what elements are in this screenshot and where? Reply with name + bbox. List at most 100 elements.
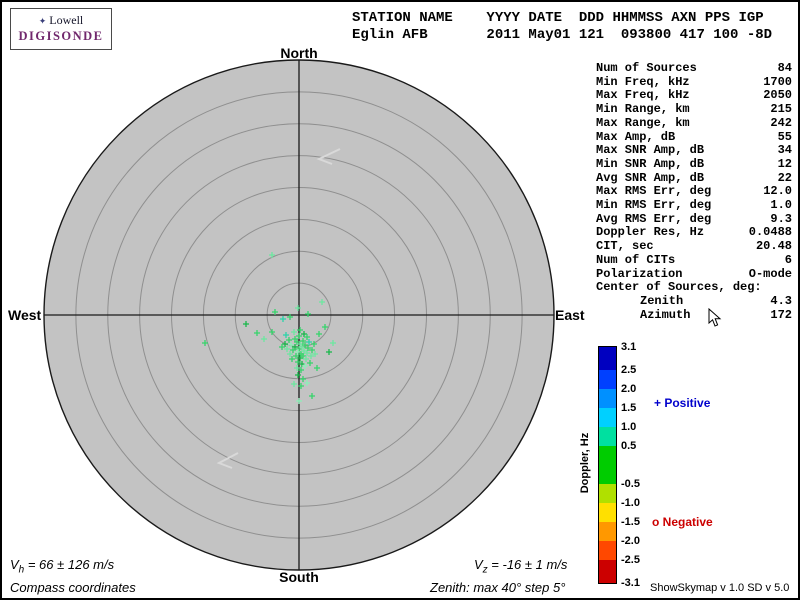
stat-label: Zenith	[640, 293, 684, 308]
stat-label: Max RMS Err, deg	[596, 184, 712, 199]
stat-value: 2050	[763, 88, 792, 103]
stat-label: Min Range, km	[596, 102, 690, 117]
colorbar-segment	[599, 426, 616, 446]
source-point	[300, 353, 306, 359]
stat-value: 84	[777, 61, 792, 75]
source-point	[287, 351, 293, 357]
stat-label: Max Freq, kHz	[596, 88, 690, 103]
colorbar-tick: -2.0	[621, 535, 640, 548]
stat-value: 1700	[763, 74, 792, 89]
colorbar-gradient	[598, 346, 617, 584]
stat-label: Max Range, km	[596, 115, 690, 130]
logo-lowell: ✦ Lowell	[11, 13, 111, 28]
stat-value: 0.0488	[748, 225, 792, 240]
faint-arrow	[316, 148, 341, 165]
source-point	[284, 346, 290, 352]
legend-negative: o Negative	[652, 515, 713, 529]
stat-label: Avg SNR Amp, dB	[596, 170, 705, 185]
source-point	[296, 398, 302, 404]
stat-value: 9.3	[770, 211, 792, 226]
colorbar-tick: -2.5	[621, 554, 640, 567]
stat-label: Num of CITs	[596, 252, 676, 267]
source-points	[202, 252, 336, 404]
source-point	[304, 350, 310, 356]
colorbar-tick: -3.1	[621, 577, 640, 589]
label-east: East	[555, 307, 585, 323]
colorbar-segment	[599, 484, 616, 504]
colorbar-segment	[599, 407, 616, 427]
vh-value: = 66 ± 126 m/s	[24, 557, 115, 572]
colorbar-segment	[599, 369, 616, 389]
stat-row: Max Freq, kHz 2050	[596, 89, 792, 103]
stat-label: Polarization	[596, 266, 683, 281]
logo-lowell-text: Lowell	[49, 13, 84, 27]
source-point	[282, 341, 288, 347]
doppler-axis-label: Doppler, Hz	[579, 432, 591, 494]
source-point	[301, 331, 307, 337]
source-point	[254, 330, 260, 336]
source-point	[319, 299, 325, 305]
stat-row: Min Freq, kHz 1700	[596, 74, 792, 90]
stat-row: CIT, sec 20.48	[596, 239, 792, 254]
colorbar-segment	[599, 445, 616, 485]
source-point	[290, 347, 296, 353]
stat-row: Num of Sources 84	[596, 61, 792, 76]
stat-row: Min SNR Amp, dB 12	[596, 157, 792, 172]
source-point	[308, 353, 314, 359]
zenith-scale-note: Zenith: max 40° step 5°	[430, 580, 566, 595]
source-point	[309, 347, 315, 353]
stat-row: Zenith 4.3	[596, 293, 792, 309]
stat-label: Center of Sources, deg:	[596, 280, 762, 295]
source-point	[300, 376, 306, 382]
stat-label: Max SNR Amp, dB	[596, 143, 705, 158]
colorbar-tick: 0.5	[621, 439, 637, 452]
source-point	[314, 365, 320, 371]
source-point	[309, 393, 315, 399]
source-point	[300, 338, 306, 344]
stat-value: O-mode	[748, 266, 792, 281]
source-point	[293, 353, 299, 359]
stat-value: 55	[777, 129, 792, 144]
source-point	[302, 363, 308, 369]
stat-row: Avg SNR Amp, dB 22	[596, 170, 792, 186]
source-point	[298, 367, 304, 373]
source-point	[304, 380, 310, 386]
version-label: ShowSkymap v 1.0 SD v 5.0	[650, 582, 790, 594]
horizontal-velocity-readout: Vh = 66 ± 126 m/s	[10, 557, 114, 576]
stat-row: Min Range, km 215	[596, 102, 792, 117]
colorbar-tick: 3.1	[621, 341, 637, 353]
source-point	[298, 383, 304, 389]
source-point	[311, 341, 317, 347]
source-point	[295, 359, 301, 365]
source-point	[326, 349, 332, 355]
logo-digisonde: DIGISONDE	[18, 29, 104, 43]
stat-row: Center of Sources, deg:	[596, 281, 792, 295]
stat-value: 4.3	[770, 293, 792, 308]
source-point	[330, 340, 336, 346]
stat-label: Min RMS Err, deg	[596, 198, 712, 213]
stat-label: Azimuth	[640, 307, 691, 322]
mouse-cursor	[708, 308, 722, 327]
stat-value: 172	[770, 307, 792, 322]
colorbar-tick: 2.0	[621, 382, 637, 395]
source-point	[322, 324, 328, 330]
stat-value: 22	[777, 170, 792, 185]
zenith-rings	[43, 59, 555, 571]
source-point	[269, 329, 275, 335]
source-point	[291, 329, 297, 335]
stat-label: Num of Sources	[596, 61, 697, 75]
colorbar-segment	[599, 503, 616, 523]
source-point	[294, 365, 300, 371]
stat-label: Min Freq, kHz	[596, 74, 690, 89]
source-point	[289, 356, 295, 362]
source-point	[296, 333, 302, 339]
stat-value: 6	[784, 252, 792, 267]
stat-label: CIT, sec	[596, 239, 654, 254]
source-point	[283, 332, 289, 338]
colorbar-tick: 2.5	[621, 363, 637, 376]
stat-value: 20.48	[755, 239, 792, 254]
doppler-colorbar: 3.1 2.5 2.0 1.5 1.0 0.5 -0.5 -1.0 -1.5 -2.0 -2.5 -3…	[598, 341, 668, 590]
colorbar-segment	[599, 522, 616, 542]
